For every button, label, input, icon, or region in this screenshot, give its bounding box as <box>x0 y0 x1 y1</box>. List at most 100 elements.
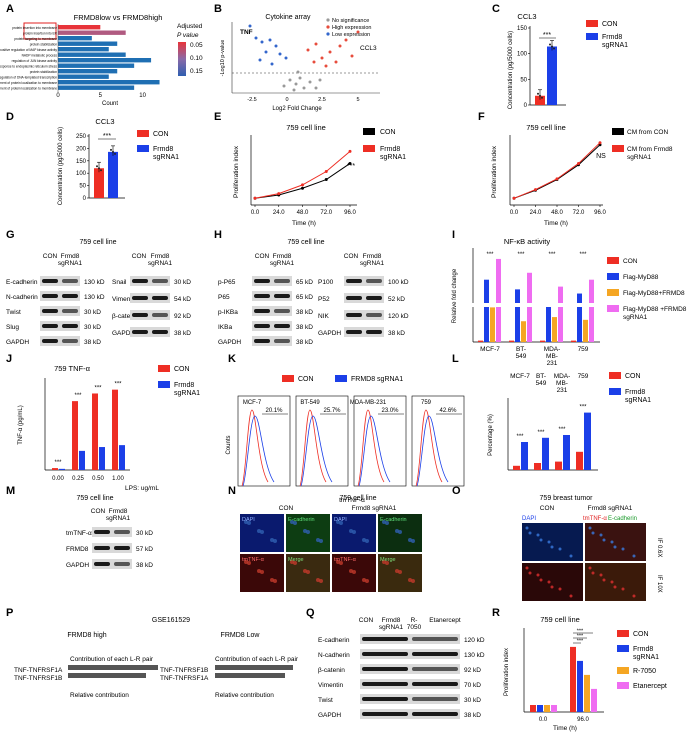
f-pt-1-0 <box>512 196 516 200</box>
e-pt-1-0 <box>253 196 257 200</box>
g-left-band-a-0 <box>42 279 58 283</box>
a-bar-1 <box>58 30 126 35</box>
h-right-kd-2: 120 kD <box>388 313 409 320</box>
panel-letter-i: I <box>452 229 455 241</box>
panel-letter-m: M <box>6 485 15 497</box>
panel-letter-l: L <box>452 353 459 365</box>
m-label-0: tmTNF-α <box>66 530 92 537</box>
k-pct-1: 25.7% <box>323 408 341 414</box>
h-left-band-b-0 <box>274 279 290 283</box>
h-left-kd-4: 38 kD <box>296 339 313 346</box>
a-cat-4: positive regulation of MAP kinase activi… <box>0 48 57 52</box>
panel-i-ylabel: Relative fold change <box>452 268 458 323</box>
r-bar-0-0 <box>530 705 536 712</box>
l-cat-2-0: MDA- <box>554 373 571 380</box>
g-right-kd-3: 38 kD <box>174 330 191 337</box>
g-left-label-1: N-cadherin <box>6 294 38 301</box>
q-col-sgrna1: sgRNA1 <box>379 624 404 631</box>
volcano-point-4 <box>274 44 278 48</box>
m-col-con: CON <box>91 508 106 515</box>
e-xtick-3: 72.0 <box>320 210 332 216</box>
q-band-a-5 <box>362 712 408 716</box>
a-bar-9 <box>58 74 109 79</box>
r-sig-0: *** <box>577 629 584 635</box>
i-bar-0-3 <box>496 258 501 342</box>
j-bar-1-0 <box>72 401 78 470</box>
panel-m-title: 759 cell line <box>77 495 114 502</box>
n-label-1-0: tmTNF-α <box>242 557 265 563</box>
p-contrib-1: Contribution of each L-R pair <box>70 656 154 663</box>
g-col-sgrna1-2: sgRNA1 <box>148 260 173 267</box>
i-legend-myd88: Flag-MyD88 <box>623 274 659 281</box>
h-right-strip-0 <box>344 276 384 286</box>
volcano-point-30 <box>296 70 300 74</box>
e-line-0 <box>254 163 351 199</box>
panel-f-sig: NS <box>596 153 606 160</box>
i-cat-1-0: BT- <box>516 346 526 353</box>
h-right-strip-3 <box>344 327 384 337</box>
c-bar-1 <box>547 46 557 105</box>
e-legend-con: CON <box>380 129 396 136</box>
m-label-1: FRMD8 <box>66 546 89 553</box>
q-strip-5 <box>360 709 460 719</box>
q-label-5: GAPDH <box>318 712 341 719</box>
panel-h-title: 759 cell line <box>288 239 325 246</box>
a-cat-1: protein insertion into ER <box>23 31 58 35</box>
n-label-1-2: tmTNF-α <box>334 557 357 563</box>
panel-e-xlabel: Time (h) <box>292 220 316 227</box>
a-bar-10 <box>58 80 160 85</box>
panel-j-xsuffix: LPS: ug/mL <box>125 485 159 492</box>
e-xtick-1: 24.0 <box>273 210 285 216</box>
h-left-label-4: GAPDH <box>218 339 241 346</box>
i-bar-1-3 <box>527 272 532 342</box>
j-bar-3-0 <box>112 389 118 470</box>
i-cat-1-1: 549 <box>516 353 527 360</box>
f-xtick-1: 24.0 <box>530 210 542 216</box>
h-left-strip-2 <box>252 306 292 316</box>
i-legend-sgrna1: sgRNA1 <box>623 314 648 321</box>
h-left-band-b-4 <box>274 339 290 343</box>
g-right-kd-2: 92 kD <box>174 313 191 320</box>
volcano-point-3 <box>268 38 272 42</box>
j-xtick-3: 1.00 <box>112 476 124 482</box>
g-col-con: CON <box>43 253 58 260</box>
panel-letter-r: R <box>492 607 500 619</box>
j-bar-0-1 <box>59 468 65 470</box>
g-left-strip-0 <box>40 276 80 286</box>
h-left-label-2: p-IKBa <box>218 309 238 316</box>
q-band-b-0 <box>412 637 458 641</box>
q-kd-3: 70 kD <box>464 682 481 689</box>
j-sig-3: *** <box>114 382 122 388</box>
j-xtick-0: 0.00 <box>52 476 64 482</box>
g-left-strip-4 <box>40 336 80 346</box>
g-left-band-a-3 <box>42 324 58 328</box>
padj-colorbar <box>178 42 186 76</box>
h-right-label-3: GAPDH <box>318 330 341 337</box>
h-right-label-2: NIK <box>318 313 330 320</box>
g-left-kd-1: 130 kD <box>84 294 105 301</box>
g-right-band-a-1 <box>132 296 148 300</box>
panel-f: 759 cell line Proliferation index Time (… <box>491 123 673 227</box>
panel-d: CCL3 0 50 100 150 200 250 Concentration (pg/5… <box>58 117 179 205</box>
panel-a: FRMD8low vs FRMD8high protein insertion … <box>0 13 203 107</box>
f-pt-1-3 <box>577 161 580 165</box>
panel-d-ylabel: Concentration (pg/5000 cells) <box>58 127 64 205</box>
panel-n-title: 759 cell line <box>340 495 377 502</box>
n-label-1-1: Merge <box>288 557 304 563</box>
panel-letter-d: D <box>6 111 14 123</box>
j-bar-2-0 <box>92 393 98 470</box>
panel-m: 759 cell line CON Frmd8 sgRNA1 tmTNF-α 30… <box>66 495 153 569</box>
panel-letter-b: B <box>214 3 222 15</box>
i-bar-3-2 <box>583 319 588 342</box>
k-curve-frmd8-3 <box>416 415 449 487</box>
volcano-point-10 <box>306 48 310 52</box>
panel-l: Percentage (%) *** *** *** *** MCF-7 BT-549 M… <box>488 372 651 471</box>
e-xtick-0: 0.0 <box>251 210 260 216</box>
q-kd-0: 120 kD <box>464 637 485 644</box>
b-xtick-3: 2.5 <box>318 97 326 103</box>
d-ytick-0: 0 <box>83 196 87 202</box>
m-band-b-2 <box>114 562 130 566</box>
volcano-point-8 <box>284 56 288 60</box>
p-rel-2: Relative contribution <box>215 692 274 699</box>
q-col-frmd8: Frmd8 <box>382 617 401 624</box>
